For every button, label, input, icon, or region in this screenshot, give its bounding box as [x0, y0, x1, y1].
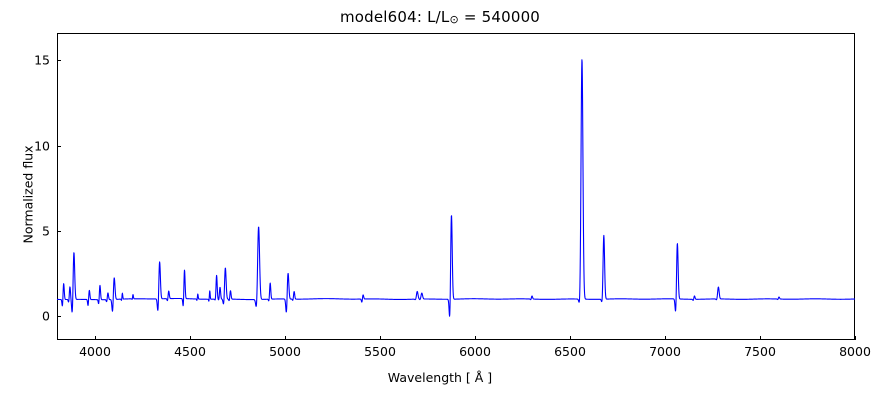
- y-tick-mark: [57, 60, 61, 62]
- chart-title-prefix: model604: L/L: [339, 8, 450, 26]
- y-tick-mark: [57, 230, 61, 232]
- y-tick-label: 0: [42, 308, 50, 324]
- x-tick-label: 4500: [174, 344, 206, 359]
- x-tick-mark: [665, 336, 666, 340]
- x-tick-label: 4000: [79, 344, 111, 359]
- x-tick-label: 6000: [459, 344, 491, 359]
- chart-title-suffix: = 540000: [458, 8, 541, 26]
- y-tick-mark: [57, 145, 61, 147]
- x-tick-label: 5500: [364, 344, 396, 359]
- y-tick-label: 15: [34, 52, 50, 68]
- x-tick-mark: [760, 336, 761, 340]
- y-tick-label: 10: [34, 138, 50, 154]
- x-tick-label: 8000: [839, 344, 871, 359]
- x-tick-mark: [285, 336, 286, 340]
- x-tick-mark: [95, 336, 96, 340]
- solar-symbol-icon: ⊙: [449, 13, 459, 26]
- chart-title: model604: L/L⊙ = 540000: [0, 8, 880, 26]
- x-tick-mark: [570, 336, 571, 340]
- x-tick-label: 6500: [554, 344, 586, 359]
- x-tick-mark: [190, 336, 191, 340]
- x-tick-mark: [475, 336, 476, 340]
- x-tick-label: 7000: [649, 344, 681, 359]
- x-tick-label: 7500: [744, 344, 776, 359]
- x-axis-label: Wavelength [ Å ]: [387, 370, 493, 385]
- x-tick-mark: [855, 336, 856, 340]
- x-tick-mark: [380, 336, 381, 340]
- y-tick-label: 5: [42, 223, 50, 239]
- plot-area: [57, 33, 855, 340]
- y-tick-mark: [57, 316, 61, 318]
- y-axis-label: Normalized flux: [20, 145, 36, 244]
- x-tick-label: 5000: [269, 344, 301, 359]
